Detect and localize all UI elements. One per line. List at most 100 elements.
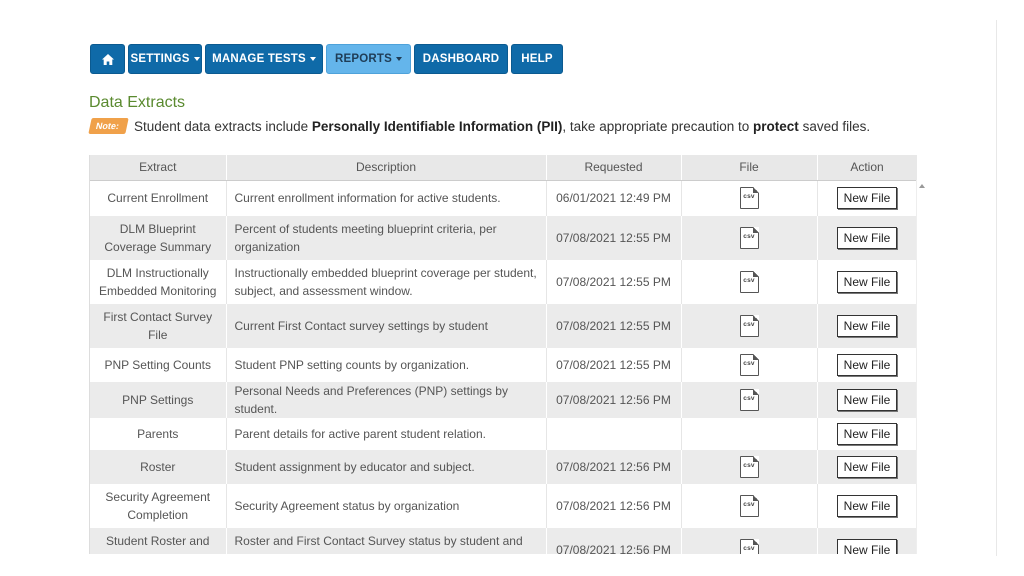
table-row: PNP Setting Counts Student PNP setting co… — [90, 348, 918, 382]
csv-file-icon[interactable]: csv — [739, 538, 759, 554]
note-text-1: Student data extracts include — [134, 118, 312, 134]
csv-icon-label: csv — [743, 193, 755, 201]
cell-action: New File — [817, 528, 918, 554]
cell-action: New File — [817, 450, 918, 484]
csv-icon-label: csv — [743, 233, 755, 240]
cell-action: New File — [817, 260, 918, 304]
cell-description: Parent details for active parent student… — [226, 418, 547, 450]
header-requested[interactable]: Requested — [546, 155, 682, 181]
nav-reports-label: REPORTS — [335, 53, 392, 65]
cell-file: csv — [681, 528, 818, 554]
csv-file-icon[interactable]: csv — [739, 494, 759, 517]
csv-icon-label: csv — [743, 277, 755, 284]
new-file-button[interactable]: New File — [836, 456, 898, 478]
note-text-3: saved files. — [798, 118, 871, 134]
csv-icon-label: csv — [743, 501, 755, 508]
extracts-table-container[interactable]: Extract Description Requested File Actio… — [89, 155, 930, 554]
nav-reports[interactable]: REPORTS — [326, 44, 411, 74]
cell-description: Roster and First Contact Survey status b… — [226, 528, 547, 554]
cell-description: Security Agreement status by organizatio… — [226, 484, 547, 528]
table-row: DLM Instructionally Embedded Monitoring I… — [90, 260, 918, 304]
cell-action: New File — [817, 216, 918, 260]
main-nav: SETTINGS MANAGE TESTS REPORTS DASHBOARD … — [90, 44, 563, 74]
csv-file-icon[interactable]: csv — [739, 270, 759, 293]
csv-icon-label: csv — [743, 395, 755, 402]
cell-requested: 07/08/2021 12:56 PM — [546, 484, 682, 528]
cell-requested: 07/08/2021 12:56 PM — [546, 450, 682, 484]
cell-requested: 07/08/2021 12:55 PM — [546, 216, 682, 260]
csv-file-icon[interactable]: csv — [739, 388, 759, 411]
nav-settings[interactable]: SETTINGS — [128, 44, 202, 74]
table-row: Parents Parent details for active parent … — [90, 418, 918, 450]
extracts-table: Extract Description Requested File Actio… — [90, 155, 918, 554]
cell-action: New File — [817, 418, 918, 450]
new-file-button[interactable]: New File — [836, 423, 898, 445]
csv-icon-label: csv — [743, 360, 755, 367]
cell-requested: 07/08/2021 12:55 PM — [546, 348, 682, 382]
csv-icon-label: csv — [743, 545, 755, 552]
header-file[interactable]: File — [681, 155, 818, 181]
cell-requested — [546, 418, 682, 450]
pii-note: Note: Student data extracts include Pers… — [88, 118, 871, 134]
new-file-button[interactable]: New File — [836, 389, 898, 411]
cell-requested: 07/08/2021 12:56 PM — [546, 382, 682, 418]
cell-file: csv — [681, 382, 818, 418]
table-row: PNP Settings Personal Needs and Preferenc… — [90, 382, 918, 418]
cell-action: New File — [817, 304, 918, 348]
header-extract[interactable]: Extract — [90, 155, 227, 181]
cell-requested: 07/08/2021 12:55 PM — [546, 304, 682, 348]
home-button[interactable] — [90, 44, 125, 74]
note-text-2: , take appropriate precaution to — [562, 118, 754, 134]
new-file-button[interactable]: New File — [836, 271, 898, 293]
new-file-button[interactable]: New File — [836, 495, 898, 517]
cell-description: Student PNP setting counts by organizati… — [226, 348, 547, 382]
cell-description: Current First Contact survey settings by… — [226, 304, 547, 348]
csv-file-icon[interactable]: csv — [739, 455, 759, 478]
cell-extract: Security Agreement Completion — [90, 484, 227, 528]
table-scrollbar[interactable] — [916, 180, 930, 554]
cell-extract: First Contact Survey File — [90, 304, 227, 348]
nav-help[interactable]: HELP — [511, 44, 563, 74]
header-action[interactable]: Action — [817, 155, 918, 181]
cell-file: csv — [681, 484, 818, 528]
nav-dashboard[interactable]: DASHBOARD — [414, 44, 508, 74]
cell-description: Current enrollment information for activ… — [226, 180, 547, 216]
cell-extract: Parents — [90, 418, 227, 450]
header-description[interactable]: Description — [226, 155, 547, 181]
cell-extract: Roster — [90, 450, 227, 484]
cell-description: Percent of students meeting blueprint cr… — [226, 216, 547, 260]
new-file-button[interactable]: New File — [836, 187, 898, 210]
cell-extract: PNP Setting Counts — [90, 348, 227, 382]
cell-file: csv — [681, 216, 818, 260]
cell-requested: 07/08/2021 12:56 PM — [546, 528, 682, 554]
csv-file-icon[interactable]: csv — [739, 353, 759, 376]
csv-file-icon[interactable]: csv — [739, 226, 759, 249]
cell-extract: DLM Blueprint Coverage Summary — [90, 216, 227, 260]
nav-manage-tests-label: MANAGE TESTS — [212, 53, 306, 65]
cell-file: csv — [681, 260, 818, 304]
new-file-button[interactable]: New File — [836, 227, 898, 249]
cell-file: csv — [681, 348, 818, 382]
cell-requested: 06/01/2021 12:49 PM — [546, 180, 682, 216]
cell-extract: Current Enrollment — [90, 180, 227, 216]
cell-description: Student assignment by educator and subje… — [226, 450, 547, 484]
table-row: Roster Student assignment by educator and… — [90, 450, 918, 484]
scroll-up-arrow-icon[interactable] — [919, 184, 925, 188]
cell-file — [681, 418, 818, 450]
csv-file-icon[interactable]: csv — [739, 314, 759, 337]
csv-icon-label: csv — [743, 462, 755, 469]
cell-action: New File — [817, 348, 918, 382]
table-row: Student Roster and First Contact SurveyR… — [90, 528, 918, 554]
note-badge: Note: — [88, 118, 129, 134]
table-row: Security Agreement Completion Security Ag… — [90, 484, 918, 528]
note-bold-pii: Personally Identifiable Information (PII… — [311, 118, 563, 134]
nav-settings-label: SETTINGS — [130, 53, 190, 65]
cell-file: csv — [681, 180, 818, 216]
nav-manage-tests[interactable]: MANAGE TESTS — [205, 44, 323, 74]
csv-file-icon[interactable]: csv — [739, 186, 759, 210]
new-file-button[interactable]: New File — [836, 354, 898, 376]
table-row: First Contact Survey File Current First C… — [90, 304, 918, 348]
new-file-button[interactable]: New File — [836, 315, 898, 337]
chevron-down-icon — [193, 57, 200, 61]
new-file-button[interactable]: New File — [836, 539, 898, 554]
